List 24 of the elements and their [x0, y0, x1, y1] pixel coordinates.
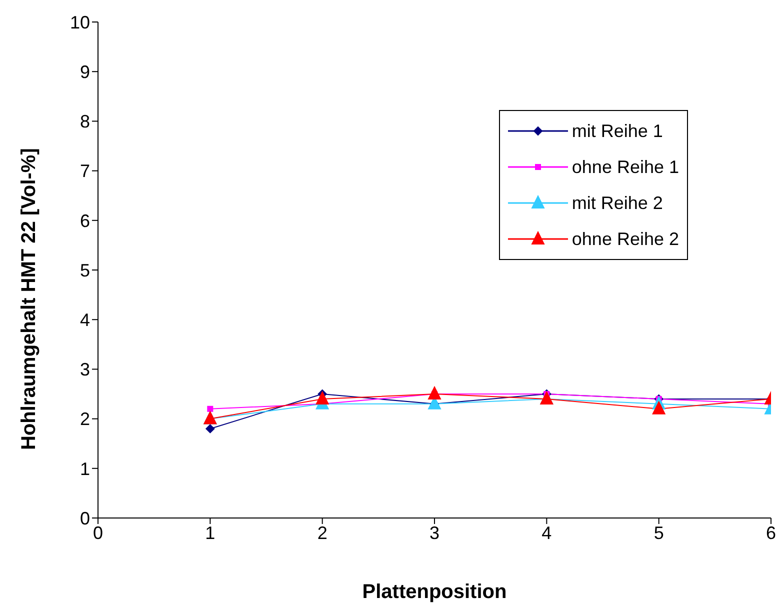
x-tick-label: 1: [205, 522, 216, 543]
y-tick-label: 10: [70, 12, 90, 32]
y-tick-label: 0: [80, 508, 90, 528]
x-tick-label: 6: [766, 522, 776, 543]
legend-label: ohne Reihe 1: [572, 156, 679, 178]
y-tick-label: 4: [80, 310, 90, 330]
x-tick-label: 3: [429, 522, 440, 543]
x-tick-label: 0: [92, 522, 104, 543]
legend-label: mit Reihe 1: [572, 120, 663, 142]
x-tick-label: 2: [317, 522, 328, 543]
legend-label: mit Reihe 2: [572, 192, 663, 214]
x-axis-title: Plattenposition: [362, 581, 507, 603]
y-tick-label: 5: [80, 260, 90, 280]
y-tick-label: 9: [80, 62, 90, 82]
y-tick-label: 2: [80, 409, 90, 430]
y-tick-label: 6: [80, 210, 90, 231]
y-tick-label: 1: [80, 458, 90, 479]
y-tick-label: 3: [80, 360, 90, 380]
x-tick-label: 5: [654, 522, 664, 543]
y-tick-label: 7: [80, 161, 90, 182]
y-axis-title: Hohlraumgehalt HMT 22 [Vol-%]: [18, 148, 40, 450]
y-tick-label: 8: [80, 112, 90, 132]
x-tick-label: 4: [542, 522, 552, 543]
legend-label: ohne Reihe 2: [572, 228, 679, 250]
